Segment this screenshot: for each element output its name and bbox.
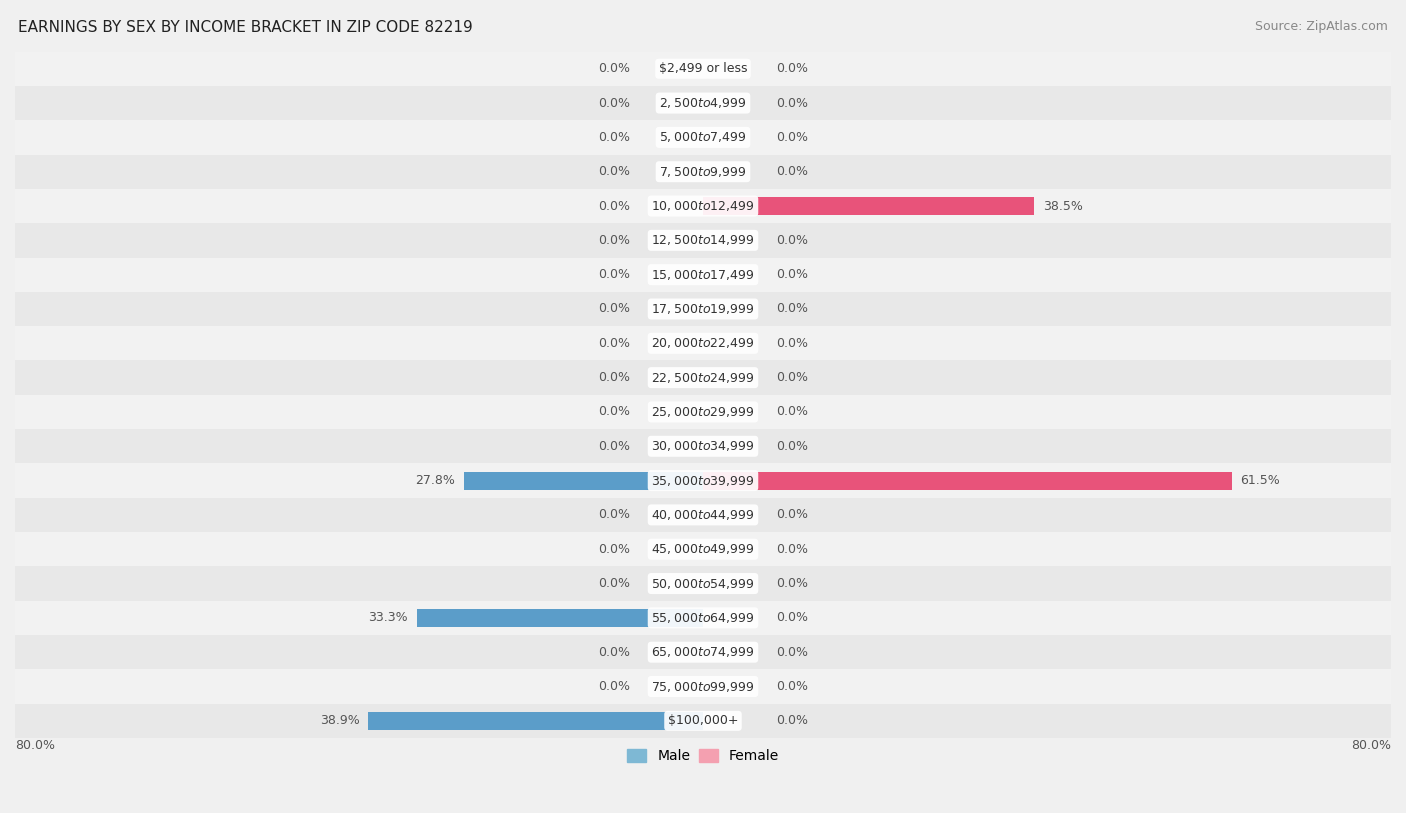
Text: $100,000+: $100,000+ — [668, 715, 738, 728]
Text: 0.0%: 0.0% — [598, 406, 630, 419]
Bar — [15, 51, 1391, 86]
Text: 0.0%: 0.0% — [776, 715, 808, 728]
Text: $25,000 to $29,999: $25,000 to $29,999 — [651, 405, 755, 419]
Text: 0.0%: 0.0% — [598, 302, 630, 315]
Text: $75,000 to $99,999: $75,000 to $99,999 — [651, 680, 755, 693]
Text: $35,000 to $39,999: $35,000 to $39,999 — [651, 474, 755, 488]
Text: 0.0%: 0.0% — [598, 268, 630, 281]
Bar — [15, 395, 1391, 429]
Bar — [703, 197, 1033, 215]
Text: 0.0%: 0.0% — [598, 371, 630, 384]
Text: 27.8%: 27.8% — [415, 474, 456, 487]
Bar — [15, 532, 1391, 567]
Text: 38.9%: 38.9% — [321, 715, 360, 728]
Text: $10,000 to $12,499: $10,000 to $12,499 — [651, 199, 755, 213]
Bar — [15, 463, 1391, 498]
Text: $55,000 to $64,999: $55,000 to $64,999 — [651, 611, 755, 625]
Text: $22,500 to $24,999: $22,500 to $24,999 — [651, 371, 755, 385]
Bar — [15, 189, 1391, 224]
Bar — [15, 360, 1391, 395]
Text: 38.5%: 38.5% — [1043, 199, 1083, 212]
Bar — [416, 609, 703, 627]
Bar — [15, 86, 1391, 120]
Text: 0.0%: 0.0% — [598, 97, 630, 110]
Text: 0.0%: 0.0% — [598, 543, 630, 556]
Text: $30,000 to $34,999: $30,000 to $34,999 — [651, 439, 755, 454]
Bar — [15, 224, 1391, 258]
Bar — [15, 567, 1391, 601]
Text: 61.5%: 61.5% — [1240, 474, 1281, 487]
Bar — [15, 326, 1391, 360]
Text: 0.0%: 0.0% — [776, 165, 808, 178]
Text: 0.0%: 0.0% — [598, 440, 630, 453]
Text: 80.0%: 80.0% — [1351, 739, 1391, 752]
Text: 0.0%: 0.0% — [776, 268, 808, 281]
Text: Source: ZipAtlas.com: Source: ZipAtlas.com — [1254, 20, 1388, 33]
Text: 0.0%: 0.0% — [776, 302, 808, 315]
Text: 0.0%: 0.0% — [598, 199, 630, 212]
Text: EARNINGS BY SEX BY INCOME BRACKET IN ZIP CODE 82219: EARNINGS BY SEX BY INCOME BRACKET IN ZIP… — [18, 20, 472, 35]
Text: 80.0%: 80.0% — [15, 739, 55, 752]
Text: 0.0%: 0.0% — [598, 131, 630, 144]
Text: 0.0%: 0.0% — [598, 646, 630, 659]
Text: 0.0%: 0.0% — [776, 337, 808, 350]
Bar — [15, 669, 1391, 704]
Bar — [15, 601, 1391, 635]
Text: $15,000 to $17,499: $15,000 to $17,499 — [651, 267, 755, 281]
Text: 0.0%: 0.0% — [776, 440, 808, 453]
Bar — [15, 498, 1391, 532]
Bar — [15, 292, 1391, 326]
Text: 0.0%: 0.0% — [598, 577, 630, 590]
Text: 0.0%: 0.0% — [776, 577, 808, 590]
Text: 0.0%: 0.0% — [776, 508, 808, 521]
Text: 0.0%: 0.0% — [598, 165, 630, 178]
Text: 0.0%: 0.0% — [776, 63, 808, 76]
Bar — [15, 704, 1391, 738]
Text: 0.0%: 0.0% — [598, 508, 630, 521]
Text: 0.0%: 0.0% — [776, 371, 808, 384]
Text: $5,000 to $7,499: $5,000 to $7,499 — [659, 130, 747, 145]
Text: 0.0%: 0.0% — [776, 406, 808, 419]
Text: $40,000 to $44,999: $40,000 to $44,999 — [651, 508, 755, 522]
Bar — [15, 120, 1391, 154]
Text: 0.0%: 0.0% — [776, 131, 808, 144]
Bar — [464, 472, 703, 489]
Text: $12,500 to $14,999: $12,500 to $14,999 — [651, 233, 755, 247]
Text: 33.3%: 33.3% — [368, 611, 408, 624]
Text: 0.0%: 0.0% — [776, 97, 808, 110]
Text: $20,000 to $22,499: $20,000 to $22,499 — [651, 337, 755, 350]
Text: 0.0%: 0.0% — [598, 680, 630, 693]
Text: 0.0%: 0.0% — [776, 611, 808, 624]
Text: 0.0%: 0.0% — [776, 680, 808, 693]
Bar — [15, 154, 1391, 189]
Text: 0.0%: 0.0% — [776, 543, 808, 556]
Text: 0.0%: 0.0% — [598, 337, 630, 350]
Text: 0.0%: 0.0% — [598, 234, 630, 247]
Bar — [368, 712, 703, 730]
Bar — [15, 429, 1391, 463]
Bar — [703, 472, 1232, 489]
Bar — [15, 635, 1391, 669]
Text: $17,500 to $19,999: $17,500 to $19,999 — [651, 302, 755, 316]
Text: $2,499 or less: $2,499 or less — [659, 63, 747, 76]
Text: $7,500 to $9,999: $7,500 to $9,999 — [659, 165, 747, 179]
Text: $45,000 to $49,999: $45,000 to $49,999 — [651, 542, 755, 556]
Text: 0.0%: 0.0% — [776, 646, 808, 659]
Text: $65,000 to $74,999: $65,000 to $74,999 — [651, 646, 755, 659]
Bar — [15, 258, 1391, 292]
Legend: Male, Female: Male, Female — [621, 744, 785, 769]
Text: $50,000 to $54,999: $50,000 to $54,999 — [651, 576, 755, 590]
Text: $2,500 to $4,999: $2,500 to $4,999 — [659, 96, 747, 110]
Text: 0.0%: 0.0% — [598, 63, 630, 76]
Text: 0.0%: 0.0% — [776, 234, 808, 247]
